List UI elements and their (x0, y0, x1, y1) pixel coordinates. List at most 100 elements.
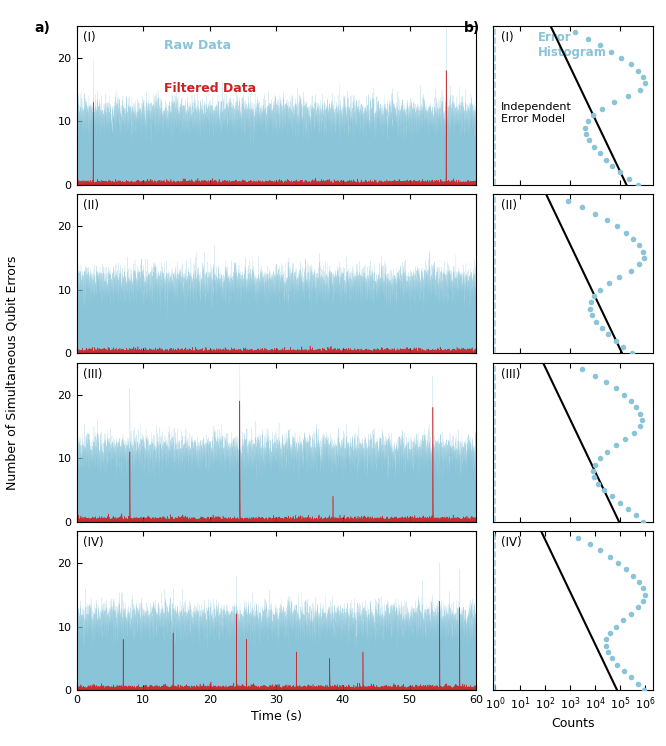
Point (584, 538, 595, 550)
Point (594, 147, 605, 159)
Point (584, 303, 595, 315)
Point (639, 589, 650, 601)
Point (616, 52, 627, 64)
Point (619, 665, 629, 677)
Point (629, 427, 639, 439)
Point (606, 490, 617, 502)
X-axis label: Time (s): Time (s) (251, 710, 302, 724)
Point (601, 376, 611, 388)
Point (589, 471, 599, 483)
Point (639, 684, 649, 696)
Point (590, 207, 601, 219)
Point (596, 322, 607, 334)
Point (633, 65, 643, 77)
Text: (IV): (IV) (83, 536, 103, 549)
Point (614, 497, 625, 509)
Point (620, 433, 631, 445)
Point (623, 172, 634, 184)
Point (638, 245, 649, 257)
Point (638, 71, 649, 83)
Point (635, 408, 645, 420)
Point (631, 510, 641, 521)
Point (627, 348, 637, 360)
Text: (II): (II) (501, 199, 517, 213)
Point (581, 128, 591, 140)
Point (593, 477, 603, 489)
Point (633, 601, 643, 613)
Point (636, 414, 647, 426)
Text: (II): (II) (83, 199, 99, 213)
Point (617, 341, 628, 353)
Point (587, 109, 598, 121)
Point (610, 382, 621, 394)
Text: a): a) (35, 22, 51, 35)
Text: Number of Simultaneous Qubit Errors: Number of Simultaneous Qubit Errors (5, 256, 19, 490)
Point (613, 271, 624, 283)
Point (595, 283, 605, 295)
Point (610, 439, 621, 451)
Point (625, 395, 636, 407)
Point (579, 122, 590, 134)
Text: Independent
Error Model: Independent Error Model (501, 102, 571, 124)
Point (595, 545, 605, 557)
Point (612, 220, 623, 232)
Text: b): b) (464, 22, 480, 35)
Text: (I): (I) (501, 31, 513, 44)
Point (622, 90, 633, 102)
Point (621, 227, 631, 239)
Point (600, 154, 611, 166)
Point (628, 233, 639, 245)
Point (582, 116, 593, 128)
Point (608, 96, 619, 108)
Text: (IV): (IV) (501, 536, 521, 549)
Point (631, 401, 642, 413)
Point (604, 551, 615, 562)
Point (617, 614, 628, 626)
Point (637, 515, 648, 527)
Point (587, 465, 598, 477)
Text: Filtered Data: Filtered Data (165, 82, 256, 95)
Point (577, 363, 587, 375)
Text: (III): (III) (83, 368, 102, 380)
Point (601, 633, 611, 645)
Point (591, 316, 601, 327)
Point (626, 608, 637, 620)
Point (628, 570, 639, 582)
Text: Raw Data: Raw Data (165, 39, 232, 51)
Point (572, 532, 583, 544)
Point (625, 265, 636, 277)
Point (585, 296, 596, 308)
Point (613, 557, 624, 569)
Point (589, 290, 599, 302)
Point (600, 639, 611, 651)
Point (632, 179, 643, 191)
Point (607, 652, 617, 664)
Point (634, 258, 645, 270)
Point (594, 40, 605, 51)
Point (610, 335, 621, 347)
Point (569, 27, 580, 39)
Point (590, 459, 601, 471)
Point (622, 503, 633, 515)
Point (604, 627, 615, 639)
Point (625, 671, 636, 683)
Point (582, 33, 593, 45)
Point (634, 421, 645, 433)
Point (599, 484, 609, 496)
Text: Error
Histogram: Error Histogram (537, 31, 607, 59)
Point (577, 201, 587, 213)
Point (589, 141, 599, 153)
Point (590, 369, 601, 381)
Point (625, 58, 636, 70)
Point (603, 646, 613, 658)
Text: (III): (III) (501, 368, 520, 380)
Point (637, 583, 648, 595)
Point (610, 621, 621, 633)
Point (639, 252, 649, 264)
Point (633, 576, 644, 588)
Point (596, 103, 607, 115)
Point (639, 78, 650, 90)
Point (602, 214, 613, 226)
Point (637, 595, 648, 607)
Point (634, 84, 645, 95)
